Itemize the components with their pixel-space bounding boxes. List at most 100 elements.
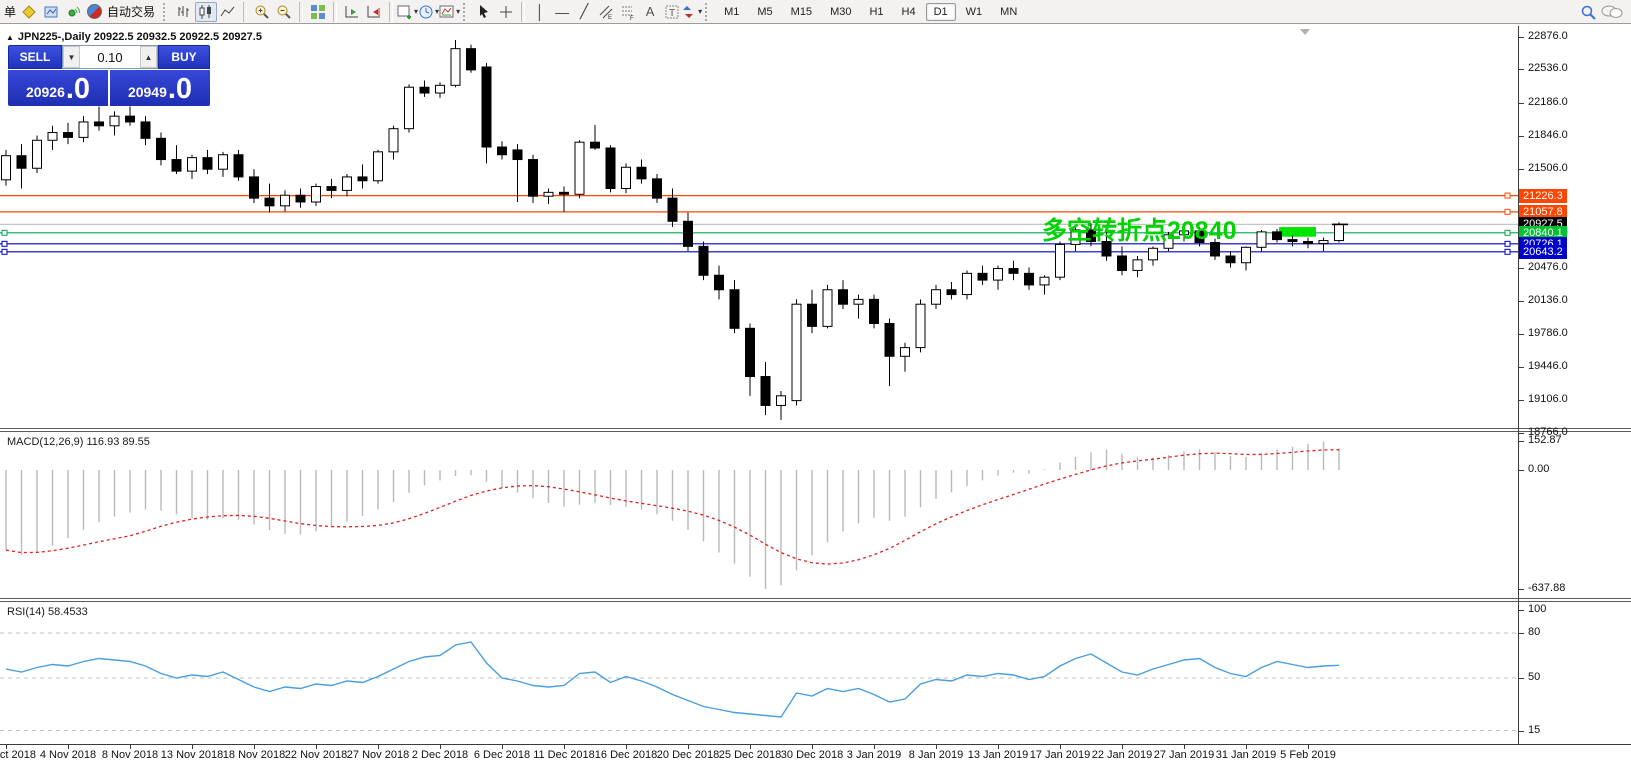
indicators-button[interactable]: ▾ <box>439 2 460 22</box>
line-handle[interactable] <box>1 248 8 255</box>
candle-body <box>295 194 306 203</box>
new-chart-button[interactable]: ▾ <box>397 2 418 22</box>
channel-tool-icon[interactable]: E <box>595 2 617 22</box>
main-chart-pane[interactable] <box>0 26 1519 428</box>
candle-body <box>1194 230 1205 243</box>
candle-body <box>791 303 802 402</box>
candle-body <box>1225 255 1236 264</box>
candle-body <box>32 139 42 169</box>
candlestick-chart-icon[interactable] <box>195 1 218 22</box>
rsi-value: 58.4533 <box>47 606 88 618</box>
signals-icon[interactable] <box>62 2 84 22</box>
trendline-tool-icon[interactable]: ╱ <box>579 3 589 19</box>
timeframe-button-h4[interactable]: H4 <box>901 5 916 18</box>
candle-body <box>388 128 399 153</box>
candle-body <box>94 121 104 127</box>
timeframe-button-h1[interactable]: H1 <box>869 5 884 18</box>
zoom-in-icon[interactable] <box>251 2 273 22</box>
line-handle[interactable] <box>1 229 8 236</box>
timeframe-button-m1[interactable]: M1 <box>724 5 740 18</box>
candle-body <box>1132 259 1143 271</box>
axis-tick <box>1519 433 1524 434</box>
timeframe-button-mn[interactable]: MN <box>1000 5 1018 18</box>
sell-price-display[interactable]: 20926 .0 <box>8 70 108 106</box>
toolbar-grip[interactable] <box>463 2 468 21</box>
timeframe-button-m30[interactable]: M30 <box>830 5 852 18</box>
zoom-out-icon[interactable] <box>273 2 295 22</box>
chart-annotation-text[interactable]: 多空转折点20840 <box>1042 217 1237 245</box>
macd-pane[interactable] <box>0 432 1518 598</box>
date-tick <box>874 744 875 749</box>
text-label-tool-icon[interactable]: T <box>661 2 683 22</box>
strategy-tester-icon[interactable] <box>40 2 62 22</box>
price-axis[interactable]: 22876.022536.022186.021846.021506.021166… <box>1519 0 1631 771</box>
date-label: 2 Dec 2018 <box>411 749 469 761</box>
line-handle[interactable] <box>1504 229 1511 236</box>
toolbar-grip[interactable] <box>163 2 168 21</box>
pane-separator[interactable] <box>0 598 1631 602</box>
scroll-to-end-marker[interactable] <box>1300 29 1310 35</box>
period-button[interactable]: ▾ <box>418 2 439 22</box>
line-handle[interactable] <box>1504 248 1511 255</box>
candle-body <box>884 322 895 357</box>
volume-down-button[interactable]: ▼ <box>63 46 80 68</box>
bar-chart-icon[interactable] <box>173 2 195 22</box>
timeframe-button-m15[interactable]: M15 <box>790 5 813 18</box>
macd-values: 116.93 89.55 <box>86 436 150 448</box>
new-order-button-partial[interactable]: 单 <box>4 5 17 19</box>
pane-separator[interactable] <box>0 428 1631 432</box>
volume-up-button[interactable]: ▲ <box>140 46 157 68</box>
autotrading-button[interactable]: 自动交易 <box>84 2 160 22</box>
line-handle[interactable] <box>1 240 8 247</box>
candle-body <box>946 289 957 296</box>
chat-icon[interactable] <box>1599 2 1625 22</box>
line-handle[interactable] <box>1504 240 1511 247</box>
date-tick <box>502 744 503 749</box>
axis-tick <box>1519 678 1524 679</box>
green-highlight-zone[interactable] <box>1279 227 1316 237</box>
sell-button[interactable]: SELL <box>8 45 62 69</box>
timeframe-button-m5[interactable]: M5 <box>757 5 773 18</box>
line-handle[interactable] <box>1504 192 1511 199</box>
date-tick <box>1184 744 1185 749</box>
horizontal-line-tool-icon[interactable]: — <box>555 3 570 20</box>
candle-body <box>1117 255 1127 271</box>
volume-input[interactable]: 0.10 <box>97 49 123 65</box>
candle-body <box>900 347 910 357</box>
volume-stepper: ▼ 0.10 ▲ <box>62 45 158 69</box>
price-tick-label: 19446.0 <box>1528 360 1568 372</box>
price-tick-label: 21846.0 <box>1528 129 1568 141</box>
date-label: 30 Oct 2018 <box>0 749 36 761</box>
axis-tick <box>1519 334 1524 335</box>
rsi-pane[interactable] <box>0 602 1518 744</box>
price-tick-label: 22536.0 <box>1528 62 1568 74</box>
auto-scroll-icon[interactable] <box>363 2 385 22</box>
candle-body <box>698 245 709 276</box>
toolbar-grip[interactable] <box>705 2 710 21</box>
arrows-tool-button[interactable]: ▾ <box>683 2 702 22</box>
vertical-line-tool-icon[interactable]: │ <box>535 3 545 20</box>
crosshair-icon[interactable] <box>495 2 517 22</box>
metaeditor-icon[interactable] <box>18 2 40 22</box>
collapse-triangle-icon[interactable]: ▲ <box>6 33 14 42</box>
axis-tick <box>1519 610 1524 611</box>
timeframe-button-d1[interactable]: D1 <box>925 2 956 21</box>
chart-shift-icon[interactable] <box>341 2 363 22</box>
line-handle[interactable] <box>1504 208 1511 215</box>
date-tick <box>812 744 813 749</box>
candle-body <box>450 48 461 86</box>
line-chart-icon[interactable] <box>217 2 239 22</box>
search-icon[interactable] <box>1577 2 1599 22</box>
buy-price-display[interactable]: 20949 .0 <box>110 70 210 106</box>
macd-tick-label: -637.88 <box>1528 582 1566 594</box>
buy-button[interactable]: BUY <box>158 45 210 69</box>
cursor-icon[interactable] <box>473 2 495 22</box>
candle-body <box>776 395 786 406</box>
autotrading-label: 自动交易 <box>107 5 156 19</box>
fibonacci-tool-icon[interactable]: F <box>617 2 639 22</box>
text-tool-icon[interactable]: A <box>645 4 655 19</box>
price-tick-label: 21506.0 <box>1528 162 1568 174</box>
timeframe-button-w1[interactable]: W1 <box>965 5 983 18</box>
tile-windows-icon[interactable] <box>307 2 329 22</box>
